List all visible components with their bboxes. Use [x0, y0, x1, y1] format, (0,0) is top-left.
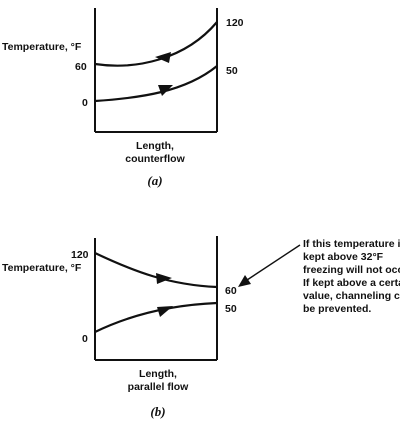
diagram-b-left-value-bottom: 0	[82, 333, 88, 345]
diagram-b-left-value-top: 120	[71, 249, 89, 261]
diagram-b-note-line-1: If this temperature is	[303, 238, 400, 250]
diagram-b-note: If this temperature is kept above 32°F f…	[303, 238, 400, 315]
diagram-b-x-label-line1: Length,	[139, 368, 177, 380]
diagram-b-cold-arrow	[157, 306, 173, 317]
diagram-a-right-value-bottom: 50	[226, 65, 238, 77]
diagram-b-caption: (b)	[150, 404, 165, 419]
diagram-a-x-label-line1: Length,	[136, 140, 174, 152]
diagram-b-note-pointer-head	[238, 275, 251, 287]
diagram-b-x-label-line2: parallel flow	[128, 381, 190, 393]
diagram-b-right-value-bottom: 50	[225, 303, 237, 315]
diagram-b-note-line-6: be prevented.	[303, 303, 371, 315]
diagram-a-y-axis-label: Temperature, °F	[2, 41, 82, 53]
diagram-a-left-value-top: 60	[75, 61, 87, 73]
diagram-b-hot-curve	[94, 252, 218, 289]
diagram-a-right-value-top: 120	[226, 17, 244, 29]
diagram-b-hot-arrow	[156, 273, 172, 284]
diagram-a-hot-curve	[94, 21, 218, 67]
diagram-a: Temperature, °F 60 0 120 50 Length, coun…	[2, 8, 244, 188]
diagram-a-left-value-bottom: 0	[82, 97, 88, 109]
diagram-a-x-label-line2: counterflow	[125, 153, 185, 165]
diagram-a-cold-curve	[94, 65, 218, 103]
diagram-b-note-line-4: If kept above a certain	[303, 277, 400, 289]
diagram-b-right-value-top: 60	[225, 285, 237, 297]
diagram-b-note-pointer	[243, 244, 301, 283]
diagram-b-cold-curve	[94, 301, 218, 333]
diagram-b-note-line-3: freezing will not occur.	[303, 264, 400, 276]
diagram-a-caption: (a)	[147, 173, 162, 188]
diagram-b: Temperature, °F 120 0 60 50 Length, para…	[2, 236, 400, 419]
diagram-b-note-line-2: kept above 32°F	[303, 251, 384, 263]
diagram-b-note-line-5: value, channeling can	[303, 290, 400, 302]
diagram-b-y-axis-label: Temperature, °F	[2, 262, 82, 274]
diagram-a-cold-arrow	[158, 85, 173, 96]
diagram-a-hot-arrow	[155, 52, 171, 63]
